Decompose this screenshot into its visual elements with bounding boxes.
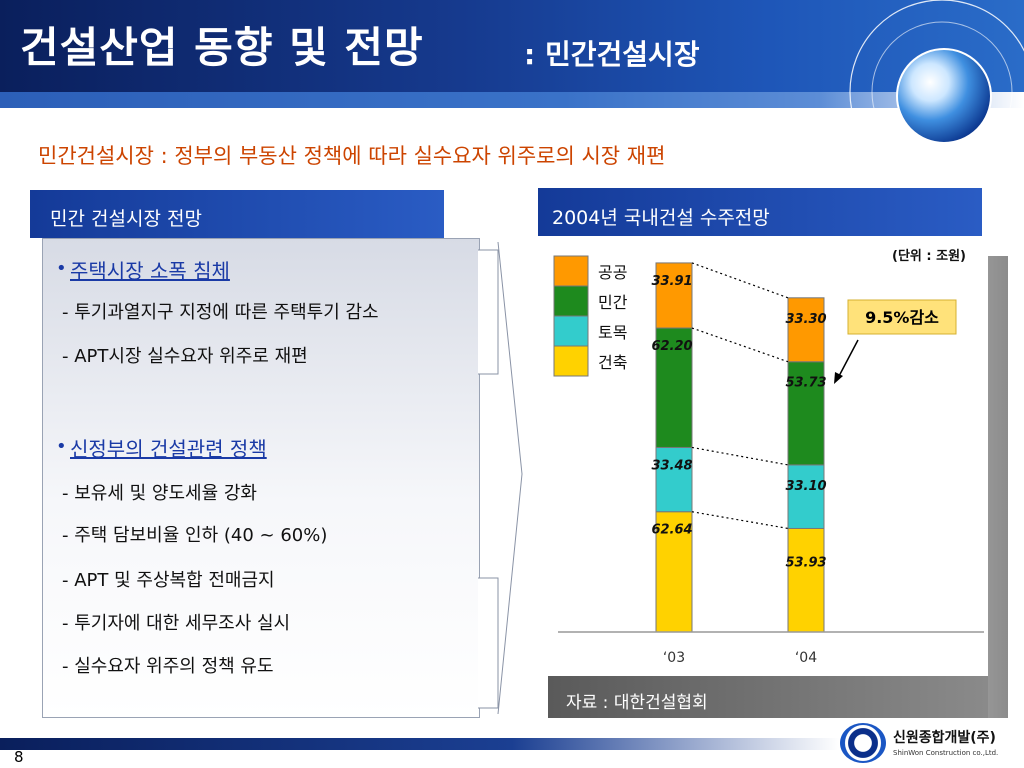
bar-segment: [787, 527, 825, 633]
right-panel-header: [538, 188, 982, 236]
list-item: - 주택 담보비율 인하 (40 ~ 60%): [62, 525, 328, 546]
data-label: 33.91: [651, 274, 692, 289]
legend-swatch: [553, 255, 589, 287]
page-number: 8: [14, 748, 24, 766]
list-item: - 투기자에 대한 세무조사 실시: [62, 613, 291, 634]
connector-line: [691, 511, 789, 530]
header-stripe: [0, 92, 1024, 108]
bar-segment: [655, 327, 693, 448]
decorative-arcs: [849, 0, 1024, 185]
source-note: 자료 : 대한건설협회: [566, 693, 708, 713]
section-heading-housing: 주택시장 소폭 침체: [70, 259, 230, 283]
legend-swatch: [553, 345, 589, 377]
globe-icon: [896, 48, 992, 144]
data-labels: 62.64 33.48 62.20 33.91 53.93 33.10 53.73 33.30: [651, 274, 826, 571]
left-panel-body: [42, 238, 480, 718]
company-logo-icon: [840, 723, 886, 763]
source-box: [548, 676, 988, 718]
right-panel-title: 2004년 국내건설 수주전망: [552, 207, 770, 229]
data-label: 33.10: [785, 479, 826, 494]
bars: [655, 262, 825, 633]
panel-connector-arrow: [478, 241, 523, 715]
bullet-icon: •: [56, 258, 67, 279]
bullet-icon: •: [56, 436, 67, 457]
page-title: 건설산업 동향 및 전망: [20, 23, 424, 72]
legend-swatch: [553, 285, 589, 317]
bar-segment: [655, 262, 693, 329]
data-label: 33.48: [651, 458, 692, 473]
bar-segment: [787, 361, 825, 466]
legend-label: 토목: [598, 323, 627, 342]
bar-segment: [787, 464, 825, 529]
company-name-english: ShinWon Construction co.,Ltd.: [893, 749, 999, 757]
list-item: - 투기과열지구 지정에 따른 주택투기 감소: [62, 302, 379, 323]
bar-segment: [655, 511, 693, 633]
callout-arrow-head: [834, 372, 843, 384]
data-label: 62.20: [651, 339, 692, 354]
headline: 민간건설시장 : 정부의 부동산 정책에 따라 실수요자 위주로의 시장 재편: [38, 144, 666, 168]
header-band: [0, 0, 1024, 92]
x-tick-label: ‘04: [795, 650, 817, 666]
list-item: - 실수요자 위주의 정책 유도: [62, 656, 274, 677]
data-label: 53.93: [785, 555, 826, 570]
callout-arrow-line: [837, 339, 859, 379]
data-label: 33.30: [785, 312, 826, 327]
section-heading-policy: 신정부의 건설관련 정책: [70, 437, 267, 461]
bar-segment: [655, 446, 693, 513]
legend-label: 건축: [598, 353, 627, 372]
legend-label: 민간: [598, 293, 628, 312]
connector-line: [691, 446, 789, 466]
footer-bar: [0, 738, 1024, 750]
data-label: 62.64: [651, 523, 692, 538]
connector-line: [691, 327, 789, 363]
left-panel-header: [30, 190, 444, 238]
company-name: 신원종합개발(주): [893, 730, 996, 746]
list-item: - APT 및 주상복합 전매금지: [62, 570, 275, 591]
legend-label: 공공: [598, 263, 627, 282]
left-panel-title: 민간 건설시장 전망: [50, 208, 202, 230]
callout-box: [847, 299, 957, 335]
comparison-connectors: [691, 262, 789, 530]
connector-line: [691, 262, 789, 299]
x-tick-labels: ‘03 ‘04: [663, 650, 817, 666]
data-label: 53.73: [785, 376, 826, 391]
bar-segment: [787, 297, 825, 363]
x-tick-label: ‘03: [663, 650, 685, 666]
page-subtitle: : 민간건설시장: [524, 38, 700, 71]
legend-swatch: [553, 315, 589, 347]
unit-note: (단위 : 조원): [892, 248, 966, 264]
callout-text: 9.5%감소: [865, 308, 939, 327]
list-item: - 보유세 및 양도세율 강화: [62, 483, 257, 504]
list-item: - APT시장 실수요자 위주로 재편: [62, 346, 308, 367]
